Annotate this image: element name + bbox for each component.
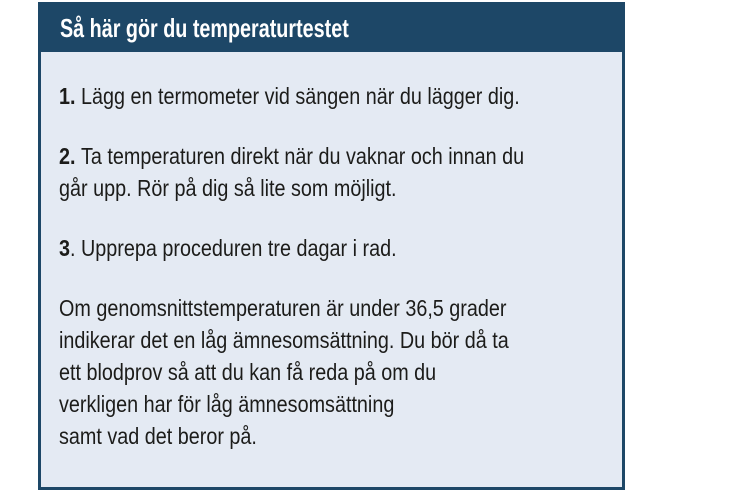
infobox-body: 1. Lägg en termometer vid sängen när du … xyxy=(41,52,622,452)
step-1-text: Lägg en termometer vid sängen när du läg… xyxy=(80,83,520,109)
summary-line-4: verkligen har för låg ämnesomsättning xyxy=(59,391,395,417)
summary-line-1: Om genomsnittstemperaturen är under 36,5… xyxy=(59,295,507,321)
step-2-line-1: 2. Ta temperaturen direkt när du vaknar … xyxy=(59,140,536,172)
step-3-text: . Upprepa proceduren tre dagar i rad. xyxy=(70,235,397,261)
infobox-title: Så här gör du temperaturtestet xyxy=(60,13,349,43)
summary-paragraph: Om genomsnittstemperaturen är under 36,5… xyxy=(59,292,614,452)
step-2: 2. Ta temperaturen direkt när du vaknar … xyxy=(59,140,614,204)
step-2-number: 2. xyxy=(59,143,81,169)
summary-line-3: ett blodprov så att du kan få reda på om… xyxy=(59,359,437,385)
step-3-line: 3. Upprepa proceduren tre dagar i rad. xyxy=(59,232,536,264)
step-1-number: 1. xyxy=(59,83,81,109)
summary-line-5: samt vad det beror på. xyxy=(59,423,257,449)
summary-line-2: indikerar det en låg ämnesomsättning. Du… xyxy=(59,327,509,353)
step-1: 1. Lägg en termometer vid sängen när du … xyxy=(59,80,614,112)
step-3: 3. Upprepa proceduren tre dagar i rad. xyxy=(59,232,614,264)
step-2-text-line-1: Ta temperaturen direkt när du vaknar och… xyxy=(80,143,525,169)
step-2-text-line-2: går upp. Rör på dig så lite som möjligt. xyxy=(59,175,397,201)
step-3-number: 3 xyxy=(59,235,71,261)
temperature-test-infobox: Så här gör du temperaturtestet 1. Lägg e… xyxy=(38,2,625,490)
infobox-header: Så här gör du temperaturtestet xyxy=(41,5,622,52)
step-1-line: 1. Lägg en termometer vid sängen när du … xyxy=(59,80,536,112)
